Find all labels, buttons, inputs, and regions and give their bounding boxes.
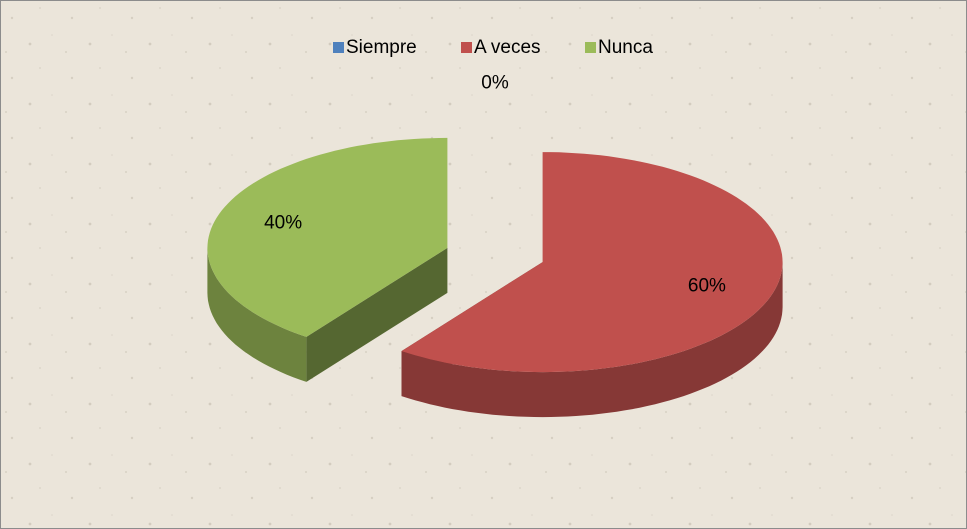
legend-swatch (585, 42, 596, 53)
legend-swatch (333, 42, 344, 53)
data-labels: 0% 40% 60% (264, 73, 726, 297)
pie (207, 137, 783, 418)
legend: Siempre A veces Nunca (333, 37, 653, 58)
data-label: 0% (481, 73, 509, 94)
slice-top (401, 152, 783, 373)
legend-label: Nunca (598, 37, 653, 58)
legend-label: Siempre (346, 37, 417, 58)
pie-slice (401, 152, 783, 418)
legend-label: A veces (474, 37, 541, 58)
slice-top (207, 137, 448, 337)
pie-slice (207, 137, 448, 382)
slice-side (207, 247, 307, 382)
slice-wall (306, 247, 448, 382)
data-label: 60% (688, 276, 726, 297)
legend-swatch (461, 42, 472, 53)
data-label: 40% (264, 212, 302, 233)
slice-side (401, 262, 783, 418)
